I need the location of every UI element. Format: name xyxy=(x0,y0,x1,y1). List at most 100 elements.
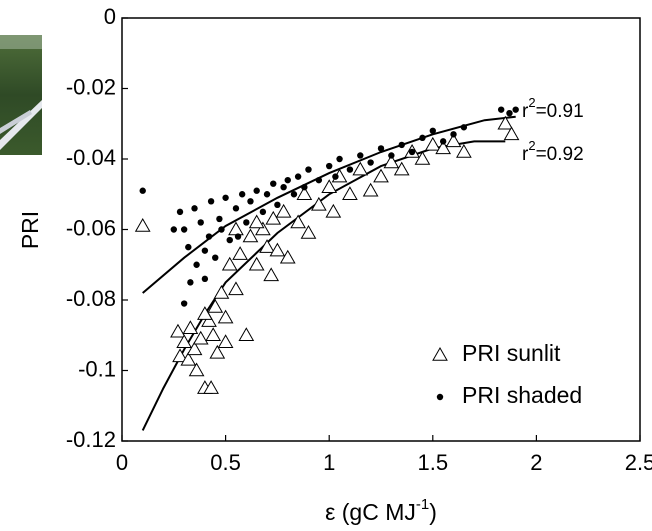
photo xyxy=(0,35,42,155)
point xyxy=(176,208,184,216)
x-axis-label-text: ε (gC MJ xyxy=(325,499,416,525)
y-tick-label: -0.08 xyxy=(66,286,116,311)
point xyxy=(180,300,188,307)
annotation-base: r xyxy=(522,144,529,165)
fit-line xyxy=(142,115,516,294)
x-tick-label: 1.5 xyxy=(418,450,449,475)
point xyxy=(512,106,519,113)
point xyxy=(188,362,205,377)
point xyxy=(228,281,244,296)
x-axis-label: ε (gC MJ-1) xyxy=(325,496,437,525)
point xyxy=(414,150,431,165)
point xyxy=(255,221,271,236)
point xyxy=(180,351,197,366)
point xyxy=(373,168,389,183)
point xyxy=(265,210,282,225)
x-tick-label: 2.5 xyxy=(625,450,652,475)
y-tick-label: -0.12 xyxy=(66,427,116,452)
point xyxy=(274,201,281,209)
point xyxy=(207,198,215,205)
point xyxy=(310,196,327,211)
y-tick-label: -0.06 xyxy=(66,215,116,240)
point xyxy=(243,219,250,226)
point xyxy=(201,313,217,327)
y-tick-label: 0 xyxy=(104,4,116,29)
point xyxy=(301,184,308,191)
point xyxy=(460,124,468,131)
point xyxy=(263,191,271,198)
x-tick-label: 0 xyxy=(116,450,128,475)
point xyxy=(398,141,405,149)
point xyxy=(187,279,194,286)
point xyxy=(346,166,354,173)
point xyxy=(212,254,219,261)
legend-marker xyxy=(432,346,448,361)
point xyxy=(185,243,192,251)
point xyxy=(290,214,306,229)
point xyxy=(336,155,343,163)
annotation: r2=0.92 xyxy=(522,138,584,165)
point xyxy=(263,267,280,282)
point xyxy=(300,225,317,239)
point xyxy=(218,226,225,233)
point xyxy=(222,194,229,201)
point xyxy=(275,203,292,218)
point xyxy=(357,152,364,159)
point xyxy=(332,173,339,180)
fit-line xyxy=(141,140,506,431)
point xyxy=(209,344,226,359)
point xyxy=(294,173,302,180)
point xyxy=(205,327,222,341)
legend-marker xyxy=(436,393,444,401)
point xyxy=(197,219,204,226)
point xyxy=(203,380,219,394)
y-tick-label: -0.02 xyxy=(66,74,116,99)
point xyxy=(226,236,233,244)
point xyxy=(342,186,358,200)
point xyxy=(217,334,234,349)
point xyxy=(280,184,287,191)
point xyxy=(217,309,234,324)
annotation-sup: 2 xyxy=(528,138,535,153)
point xyxy=(326,162,333,170)
point xyxy=(170,226,177,233)
point xyxy=(367,159,374,166)
point xyxy=(497,106,505,113)
point xyxy=(238,191,246,198)
point xyxy=(201,247,209,254)
point xyxy=(205,233,213,240)
point xyxy=(170,323,186,338)
x-axis-label-end: ) xyxy=(429,499,437,525)
point xyxy=(503,126,520,141)
point xyxy=(388,152,395,159)
point xyxy=(248,256,265,271)
point xyxy=(445,133,462,148)
point xyxy=(321,179,338,193)
point xyxy=(506,109,513,117)
point xyxy=(134,217,151,232)
point xyxy=(172,348,188,363)
point xyxy=(284,176,291,184)
point xyxy=(497,115,514,130)
point xyxy=(259,208,267,216)
annotation-sup: 2 xyxy=(528,95,535,110)
point xyxy=(305,166,312,173)
point xyxy=(352,161,369,176)
annotation-base: r xyxy=(522,101,529,122)
point xyxy=(234,233,242,240)
point xyxy=(192,330,209,345)
point xyxy=(232,205,240,212)
point xyxy=(180,226,188,233)
point xyxy=(253,187,260,194)
point xyxy=(259,239,275,253)
point xyxy=(435,140,452,155)
point xyxy=(232,246,248,260)
y-tick-label: -0.04 xyxy=(66,145,116,170)
point xyxy=(393,161,410,176)
point xyxy=(238,327,255,341)
point xyxy=(213,284,230,299)
point xyxy=(221,256,238,271)
point xyxy=(439,138,447,145)
point xyxy=(270,180,277,187)
point xyxy=(207,299,224,313)
